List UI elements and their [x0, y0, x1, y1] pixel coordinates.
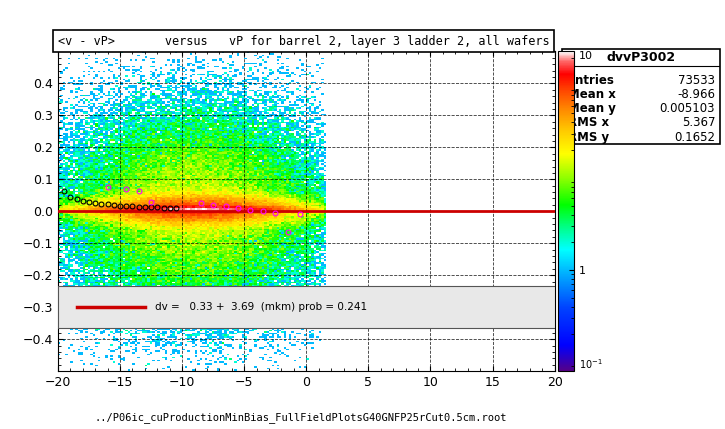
Text: 73533: 73533 [678, 74, 715, 87]
Text: $10^{-1}$: $10^{-1}$ [579, 357, 602, 371]
Text: 0.005103: 0.005103 [660, 102, 715, 115]
Bar [58, 287, 555, 328]
Text: 10: 10 [579, 51, 593, 61]
Text: Mean y: Mean y [568, 102, 616, 115]
Text: dv =   0.33 +  3.69  (mkm) prob = 0.241: dv = 0.33 + 3.69 (mkm) prob = 0.241 [155, 302, 367, 312]
Text: RMS y: RMS y [568, 130, 609, 144]
Text: 0.1652: 0.1652 [674, 130, 715, 144]
Text: Mean x: Mean x [568, 88, 616, 101]
Text: Entries: Entries [568, 74, 615, 87]
Text: dvvP3002: dvvP3002 [606, 51, 676, 64]
Text: <v - vP>       versus   vP for barrel 2, layer 3 ladder 2, all wafers: <v - vP> versus vP for barrel 2, layer 3… [58, 35, 550, 48]
Text: ../P06ic_cuProductionMinBias_FullFieldPlotsG40GNFP25rCut0.5cm.root: ../P06ic_cuProductionMinBias_FullFieldPl… [95, 412, 507, 423]
Text: -8.966: -8.966 [677, 88, 715, 101]
Text: 5.367: 5.367 [682, 116, 715, 130]
Text: RMS x: RMS x [568, 116, 609, 130]
